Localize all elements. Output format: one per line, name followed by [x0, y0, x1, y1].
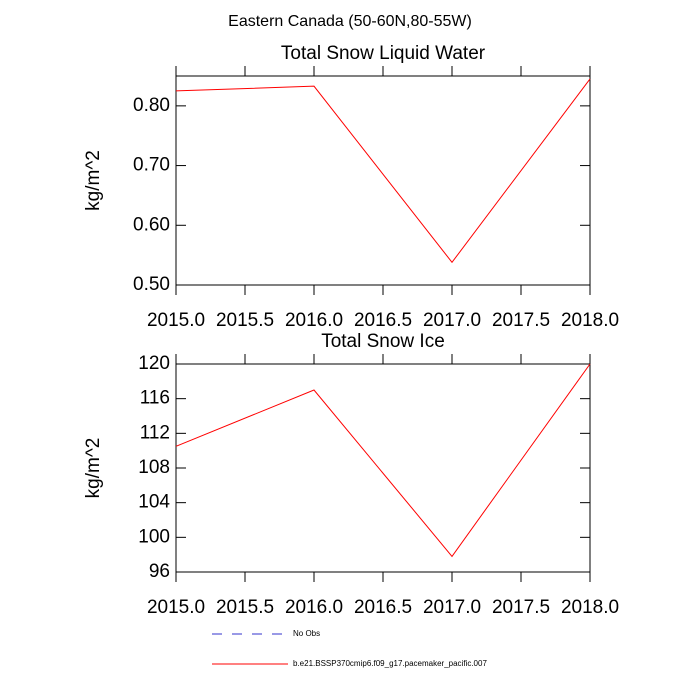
panel-title: Total Snow Liquid Water [281, 43, 486, 64]
y-tick-label: 112 [140, 422, 170, 443]
y-tick-label: 104 [138, 492, 170, 513]
x-tick-label: 2015.5 [216, 310, 274, 331]
plot-frame [175, 75, 591, 286]
x-tick-label: 2018.0 [561, 597, 619, 618]
y-tick-label: 0.70 [133, 155, 170, 176]
x-tick-label: 2016.5 [354, 597, 412, 618]
legend-label: b.e21.BSSP370cmip6.f09_g17.pacemaker_pac… [293, 659, 487, 668]
plot-frame [175, 363, 591, 573]
x-tick-label: 2015.5 [216, 597, 274, 618]
y-tick-label: 0.60 [133, 214, 170, 235]
x-tick-label: 2017.0 [423, 310, 481, 331]
y-tick-label: 120 [138, 353, 170, 374]
legend-label: No Obs [293, 629, 320, 638]
y-axis-label: kg/m^2 [83, 150, 104, 211]
x-tick-label: 2017.5 [492, 310, 550, 331]
x-tick-label: 2015.0 [147, 310, 205, 331]
x-tick-label: 2016.0 [285, 310, 343, 331]
x-tick-label: 2016.0 [285, 597, 343, 618]
y-axis-label: kg/m^2 [83, 438, 104, 499]
x-tick-label: 2018.0 [561, 310, 619, 331]
y-tick-label: 96 [149, 561, 170, 582]
x-tick-label: 2017.0 [423, 597, 481, 618]
y-tick-label: 116 [140, 388, 170, 409]
y-tick-label: 0.50 [133, 274, 170, 295]
x-tick-label: 2015.0 [147, 597, 205, 618]
figure-title: Eastern Canada (50-60N,80-55W) [228, 13, 472, 30]
data-line [175, 78, 591, 264]
data-line [175, 363, 591, 558]
y-tick-label: 0.80 [133, 95, 170, 116]
x-tick-label: 2017.5 [492, 597, 550, 618]
panel-title: Total Snow Ice [321, 331, 445, 352]
x-tick-label: 2016.5 [354, 310, 412, 331]
y-tick-label: 108 [138, 457, 170, 478]
y-tick-label: 100 [138, 526, 170, 547]
